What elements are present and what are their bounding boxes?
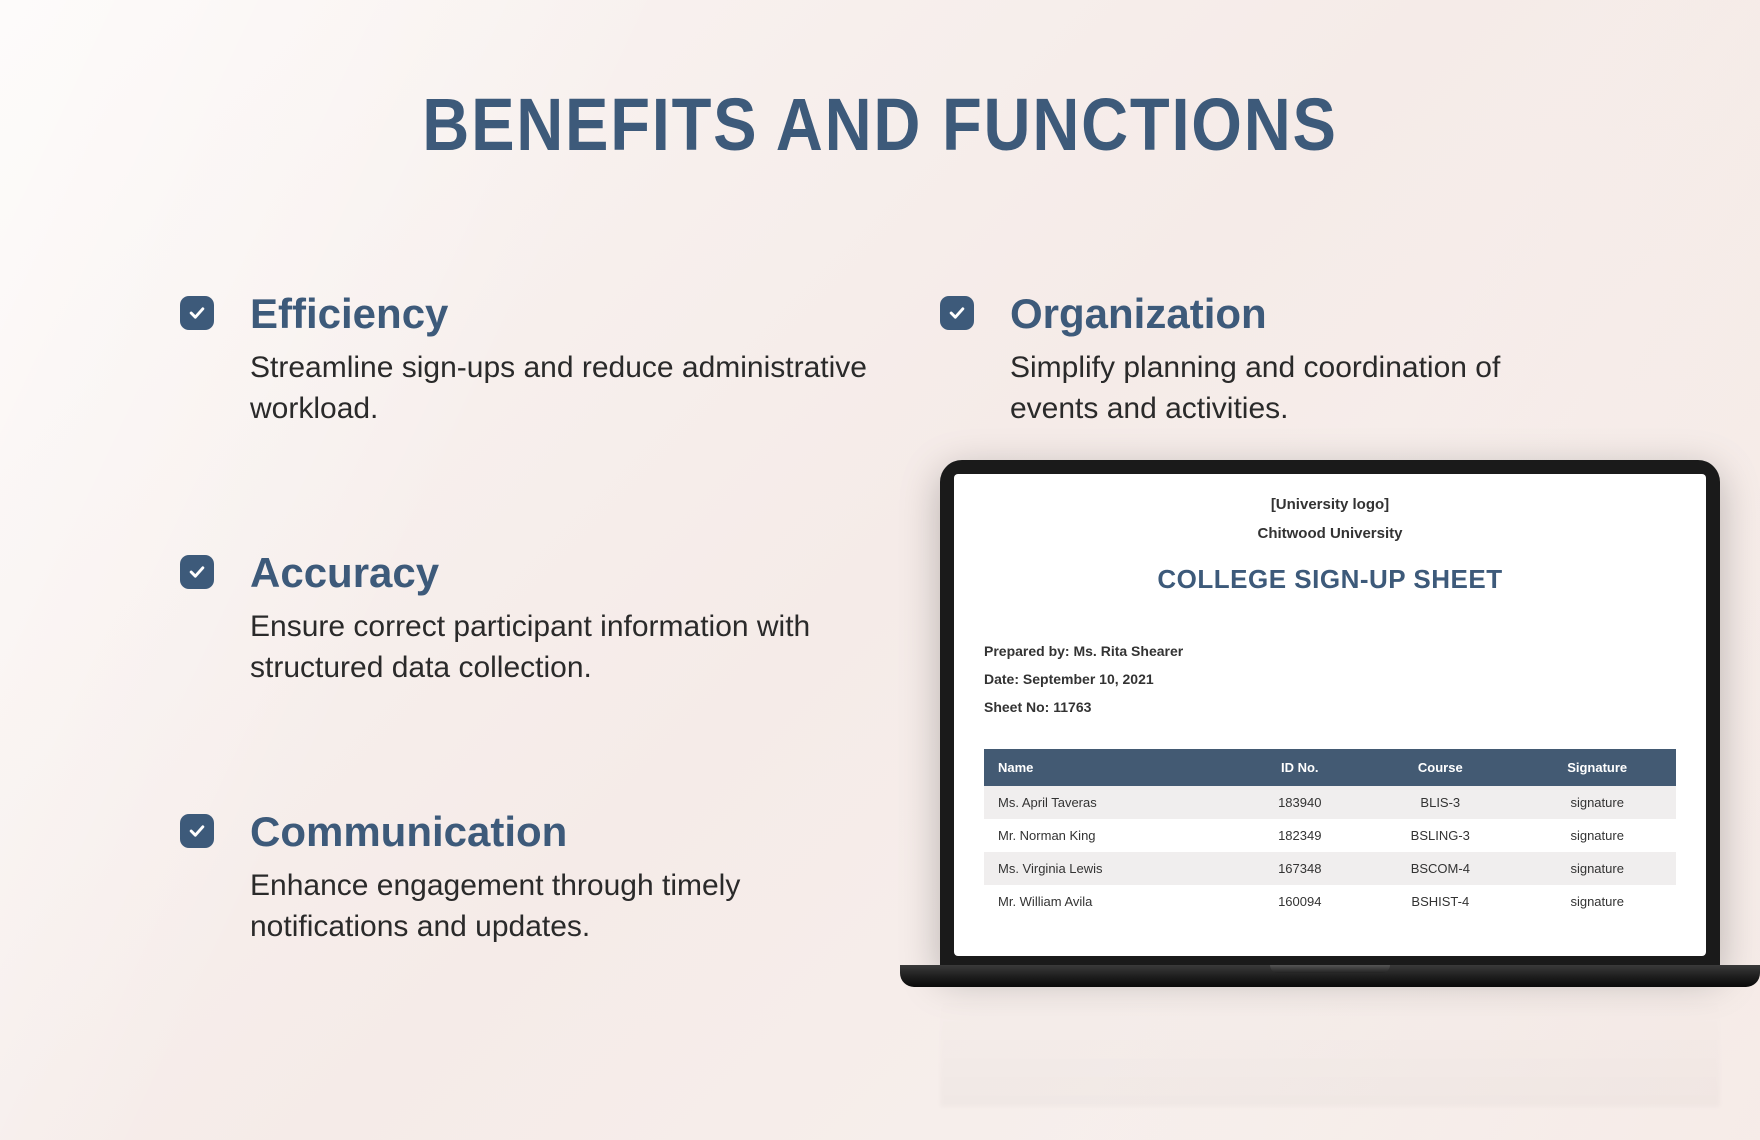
sheet-university: Chitwood University [984,525,1676,542]
benefit-organization: Organization Simplify planning and coord… [940,290,1560,429]
cell-course: BSCOM-4 [1362,852,1518,885]
benefit-title: Communication [250,808,900,856]
signup-table: Name ID No. Course Signature Ms. April T… [984,749,1676,918]
table-row: Mr. Norman King 182349 BSLING-3 signatur… [984,819,1676,852]
sheetno-value: 11763 [1053,699,1091,715]
cell-id: 183940 [1237,786,1362,819]
sheetno-label: Sheet No: [984,699,1049,715]
table-row: Mr. William Avila 160094 BSHIST-4 signat… [984,885,1676,918]
cell-sig: signature [1518,852,1676,885]
benefit-accuracy: Accuracy Ensure correct participant info… [180,549,900,688]
laptop-base [900,965,1760,987]
signup-sheet: [University logo] Chitwood University CO… [954,474,1706,956]
prepared-by-value: Ms. Rita Shearer [1073,643,1183,659]
check-icon [180,814,214,848]
cell-sig: signature [1518,885,1676,918]
benefit-desc: Streamline sign-ups and reduce administr… [250,348,870,429]
check-icon [180,296,214,330]
benefits-right-column: Organization Simplify planning and coord… [940,290,1560,429]
sheet-title: COLLEGE SIGN-UP SHEET [984,564,1676,595]
cell-id: 182349 [1237,819,1362,852]
cell-name: Mr. William Avila [984,885,1237,918]
benefit-efficiency: Efficiency Streamline sign-ups and reduc… [180,290,900,429]
benefits-left-column: Efficiency Streamline sign-ups and reduc… [180,290,900,1067]
cell-id: 160094 [1237,885,1362,918]
page-title: BENEFITS AND FUNCTIONS [106,0,1655,167]
cell-name: Ms. Virginia Lewis [984,852,1237,885]
check-icon [180,555,214,589]
table-row: Ms. Virginia Lewis 167348 BSCOM-4 signat… [984,852,1676,885]
benefit-desc: Ensure correct participant information w… [250,607,870,688]
benefit-title: Organization [1010,290,1560,338]
sheet-logo-placeholder: [University logo] [984,496,1676,513]
cell-name: Mr. Norman King [984,819,1237,852]
benefit-communication: Communication Enhance engagement through… [180,808,900,947]
table-row: Ms. April Taveras 183940 BLIS-3 signatur… [984,786,1676,819]
cell-course: BSLING-3 [1362,819,1518,852]
col-signature: Signature [1518,749,1676,786]
cell-sig: signature [1518,819,1676,852]
cell-course: BLIS-3 [1362,786,1518,819]
laptop-screen: [University logo] Chitwood University CO… [940,460,1720,970]
benefit-title: Efficiency [250,290,900,338]
cell-course: BSHIST-4 [1362,885,1518,918]
table-head: Name ID No. Course Signature [984,749,1676,786]
table-body: Ms. April Taveras 183940 BLIS-3 signatur… [984,786,1676,918]
prepared-by-label: Prepared by: [984,643,1070,659]
laptop-mockup: [University logo] Chitwood University CO… [900,460,1760,1020]
cell-name: Ms. April Taveras [984,786,1237,819]
cell-sig: signature [1518,786,1676,819]
date-label: Date: [984,671,1019,687]
cell-id: 167348 [1237,852,1362,885]
col-course: Course [1362,749,1518,786]
benefit-desc: Enhance engagement through timely notifi… [250,866,870,947]
check-icon [940,296,974,330]
date-value: September 10, 2021 [1023,671,1154,687]
col-id: ID No. [1237,749,1362,786]
sheet-meta: Prepared by: Ms. Rita Shearer Date: Sept… [984,637,1676,721]
benefit-desc: Simplify planning and coordination of ev… [1010,348,1560,429]
col-name: Name [984,749,1237,786]
laptop-reflection [940,987,1720,1107]
benefit-title: Accuracy [250,549,900,597]
